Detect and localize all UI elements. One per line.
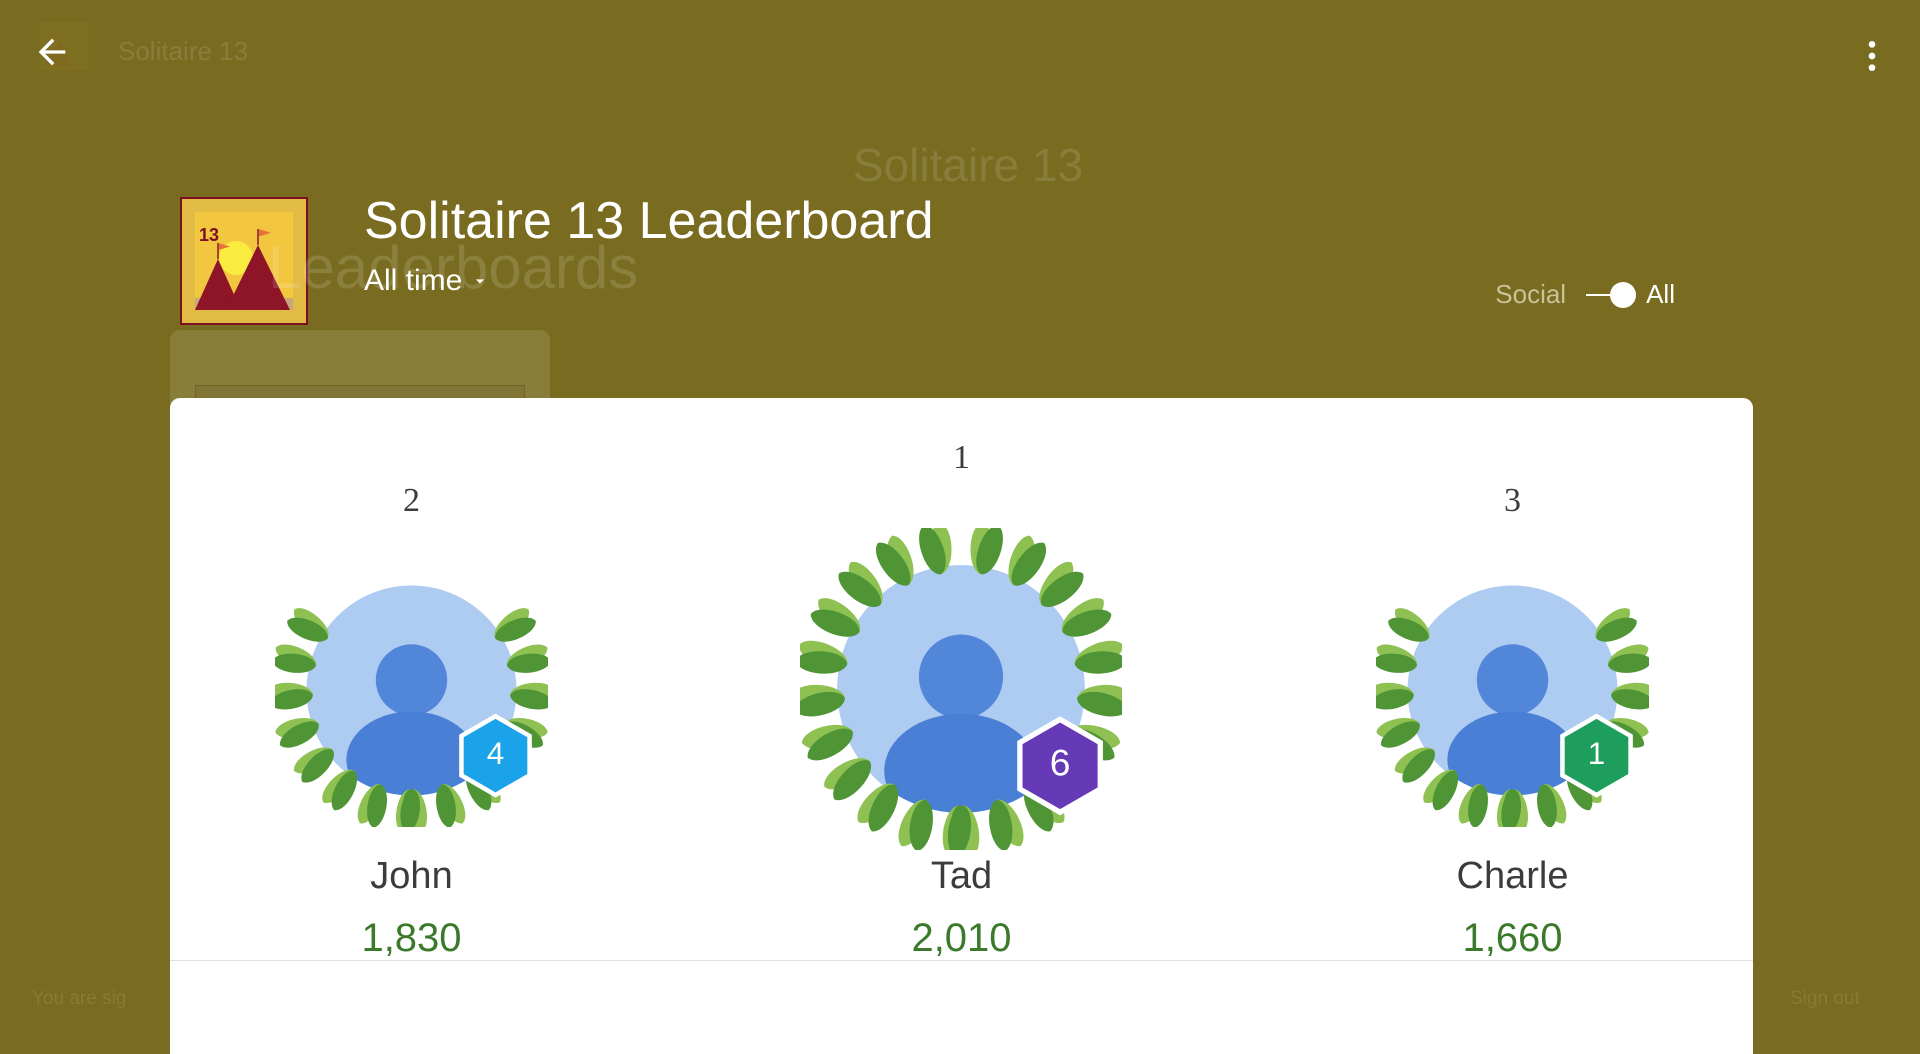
svg-text:6: 6 [1050,742,1071,784]
svg-text:13: 13 [199,225,219,245]
svg-text:1: 1 [1588,735,1606,771]
svg-text:4: 4 [487,735,505,771]
